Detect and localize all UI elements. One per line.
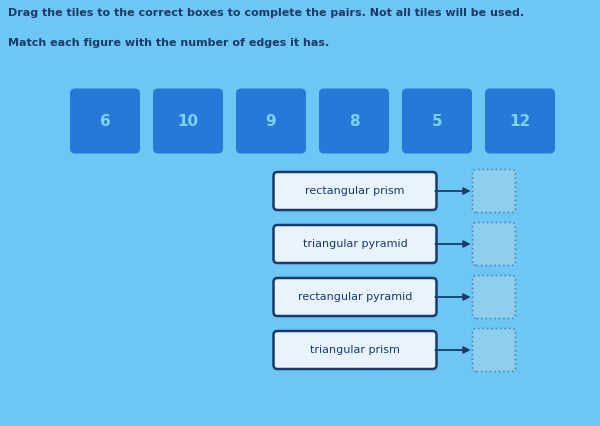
FancyBboxPatch shape [274, 331, 437, 369]
FancyBboxPatch shape [319, 89, 389, 153]
FancyBboxPatch shape [402, 89, 472, 153]
Text: 9: 9 [266, 113, 277, 129]
FancyBboxPatch shape [473, 170, 515, 213]
FancyBboxPatch shape [236, 89, 306, 153]
Text: 8: 8 [349, 113, 359, 129]
Text: Drag the tiles to the correct boxes to complete the pairs. Not all tiles will be: Drag the tiles to the correct boxes to c… [8, 8, 524, 18]
Text: triangular prism: triangular prism [310, 345, 400, 355]
FancyBboxPatch shape [485, 89, 555, 153]
Text: Match each figure with the number of edges it has.: Match each figure with the number of edg… [8, 38, 329, 48]
Text: 10: 10 [178, 113, 199, 129]
Text: triangular pyramid: triangular pyramid [302, 239, 407, 249]
Text: 12: 12 [509, 113, 530, 129]
Text: 5: 5 [431, 113, 442, 129]
FancyBboxPatch shape [153, 89, 223, 153]
FancyBboxPatch shape [274, 172, 437, 210]
FancyBboxPatch shape [473, 328, 515, 371]
FancyBboxPatch shape [473, 222, 515, 265]
FancyBboxPatch shape [274, 278, 437, 316]
FancyBboxPatch shape [473, 276, 515, 319]
FancyBboxPatch shape [70, 89, 140, 153]
Text: rectangular prism: rectangular prism [305, 186, 405, 196]
Text: 6: 6 [100, 113, 110, 129]
FancyBboxPatch shape [274, 225, 437, 263]
Text: rectangular pyramid: rectangular pyramid [298, 292, 412, 302]
